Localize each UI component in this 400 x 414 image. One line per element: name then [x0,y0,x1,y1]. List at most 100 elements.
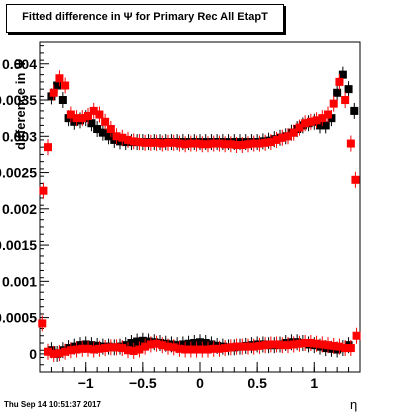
data-point [333,88,342,97]
data-point [312,116,321,125]
data-point [72,114,81,123]
data-point [124,346,132,355]
data-point [175,139,184,148]
data-point [316,121,324,130]
data-point [261,138,270,147]
data-point [118,344,127,353]
y-tick-label: 0.0025 [0,165,37,181]
plot-frame [39,41,361,373]
data-point [301,119,310,128]
data-point [312,339,321,348]
data-point [209,344,218,353]
data-point [89,345,98,354]
data-point [186,345,195,354]
data-point [249,342,258,351]
data-point [272,135,281,144]
data-point [39,186,48,195]
data-point [232,342,241,351]
data-point [61,81,70,90]
data-point [84,344,92,353]
y-axis: 0 0.0005 0.001 0.0015 0.002 0.0025 0.003 0.0035… [0,45,49,373]
data-point [89,106,98,115]
data-point [266,138,275,147]
data-point [190,338,199,347]
data-point [289,128,298,137]
data-point [58,96,67,105]
data-point [181,345,190,354]
data-point [55,74,64,83]
data-point [118,133,127,142]
data-point [169,343,178,352]
x-tick-label: −1 [78,375,94,391]
data-point [221,140,230,149]
data-point [81,340,90,349]
data-point [351,175,360,184]
y-tick-label: 0.0035 [0,92,37,108]
data-point [55,349,64,358]
data-point [215,139,224,148]
data-point [72,345,81,354]
data-point [346,344,355,353]
data-point [346,139,355,148]
data-point [318,114,327,123]
data-point [232,140,241,149]
data-point [49,349,58,358]
data-point [244,342,252,351]
data-point [95,110,104,119]
data-point [101,117,110,126]
data-point [295,339,304,348]
data-point [184,339,193,348]
data-point [181,140,190,149]
data-point [284,132,292,141]
data-point [78,114,87,123]
x-tick-label: 0.5 [247,375,267,391]
data-point [278,133,287,142]
data-point [204,345,212,354]
data-point [66,346,75,355]
data-point [44,347,52,356]
data-point [344,85,353,94]
data-point [95,344,104,353]
data-point [335,342,344,351]
data-point [66,110,75,119]
data-point [93,125,102,134]
data-point [106,125,115,134]
chart-title: Fitted difference in Ψ for Primary Rec A… [22,11,268,23]
x-axis-label: η [350,397,358,412]
data-point [341,96,350,105]
y-tick-label: 0.003 [2,128,37,144]
data-point [226,343,235,352]
data-point [138,336,147,345]
data-point [104,132,113,141]
data-point [226,140,235,149]
y-tick-label: 0.001 [2,273,37,289]
data-point [158,139,167,148]
data-point [133,337,142,346]
data-point [284,341,292,350]
data-point [306,338,315,347]
data-point [78,344,87,353]
data-point [198,140,207,149]
data-point [341,344,350,353]
data-point [207,340,216,349]
data-point [186,139,195,148]
data-point [164,138,172,147]
data-point [44,143,52,152]
data-point [61,347,70,356]
data-point [135,345,144,354]
data-point [301,338,310,347]
data-point [53,81,62,90]
data-point [198,345,207,354]
data-point [278,341,287,350]
data-point [196,338,204,347]
data-point [350,106,359,115]
data-point [324,110,332,119]
data-point [192,345,201,354]
data-point [124,135,132,144]
data-point [289,340,298,349]
x-tick-label: 0 [196,375,204,391]
data-points [38,66,361,362]
data-point [49,88,58,97]
data-point [329,341,338,350]
